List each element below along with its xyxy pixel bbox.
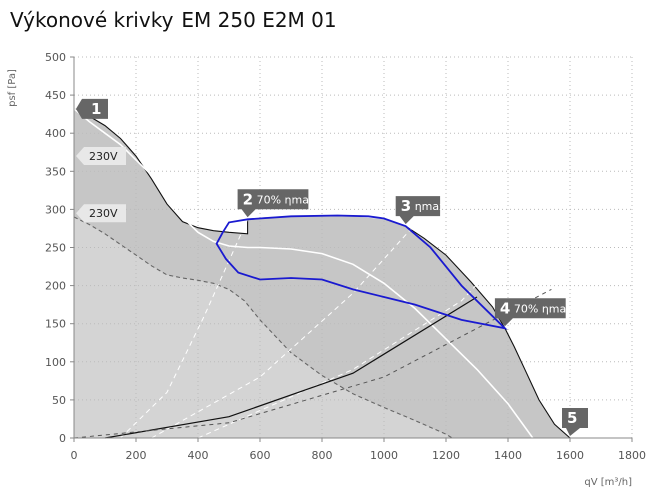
title-text: Výkonové krivky — [10, 8, 174, 32]
operating-point-marker — [562, 408, 588, 436]
voltage-tag-bg — [76, 204, 126, 223]
x-tick-label: 1200 — [432, 449, 460, 462]
x-tick-label: 0 — [71, 449, 78, 462]
system-curve-dashed — [73, 288, 552, 439]
system-curve-black — [104, 296, 478, 439]
system-curve — [197, 250, 509, 439]
y-tick-label: 300 — [45, 203, 66, 216]
x-tick-label: 400 — [188, 449, 209, 462]
x-tick-label: 1800 — [618, 449, 646, 462]
voltage-tag: 230V — [89, 207, 118, 220]
x-tick-label: 1000 — [370, 449, 398, 462]
x-tick-label: 200 — [126, 449, 147, 462]
optimal-efficiency-region — [215, 214, 508, 330]
max-speed-curve — [73, 108, 249, 235]
marker-number: 2 — [243, 190, 253, 208]
speed-curve-230v-low — [73, 216, 453, 439]
marker-label: 70% ηmax — [514, 302, 573, 315]
y-tick-label: 500 — [45, 51, 66, 64]
operating-point-marker — [494, 298, 566, 327]
inner-speed-area — [74, 217, 453, 438]
marker-number: 1 — [91, 100, 101, 118]
speed-curve-230v-high — [73, 108, 534, 439]
y-tick-label: 450 — [45, 89, 66, 102]
marker-label: 70% ηmax — [257, 193, 316, 206]
operating-point-marker — [76, 98, 108, 119]
operating-point-marker — [395, 196, 441, 225]
y-tick-label: 0 — [59, 432, 66, 445]
x-axis-label: qV [m³/h] — [584, 477, 632, 488]
y-tick-label: 350 — [45, 165, 66, 178]
y-tick-label: 50 — [52, 394, 66, 407]
y-tick-label: 400 — [45, 127, 66, 140]
x-tick-label: 600 — [250, 449, 271, 462]
voltage-tag-bg — [76, 147, 126, 166]
x-tick-label: 800 — [312, 449, 333, 462]
y-tick-label: 200 — [45, 280, 66, 293]
model-name: EM 250 E2M 01 — [181, 8, 337, 32]
operating-point-marker — [237, 189, 309, 218]
y-axis-label: psf [Pa] — [7, 69, 18, 107]
y-tick-label: 150 — [45, 318, 66, 331]
marker-number: 5 — [567, 409, 577, 427]
x-tick-label: 1400 — [494, 449, 522, 462]
voltage-tag: 230V — [89, 150, 118, 163]
chart-title: Výkonové krivky EM 250 E2M 01 — [10, 8, 337, 32]
marker-label: ηmax — [415, 200, 446, 213]
x-tick-label: 1600 — [556, 449, 584, 462]
y-tick-label: 250 — [45, 242, 66, 255]
marker-number: 3 — [401, 197, 411, 215]
marker-number: 4 — [500, 299, 510, 317]
y-tick-label: 100 — [45, 356, 66, 369]
